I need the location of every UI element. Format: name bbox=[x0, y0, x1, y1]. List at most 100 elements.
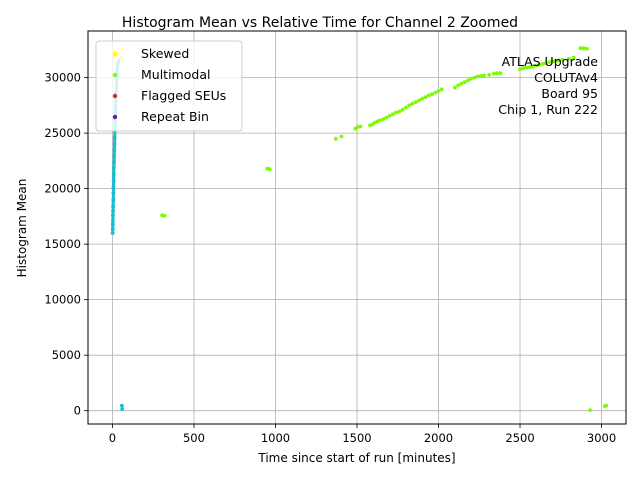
y-tick-label: 20000 bbox=[44, 182, 81, 196]
legend-label-multimodal: Multimodal bbox=[141, 67, 210, 82]
multimodal-point bbox=[531, 64, 535, 69]
multimodal-point bbox=[162, 213, 167, 218]
multimodal-point bbox=[521, 66, 526, 71]
cluster-point bbox=[111, 213, 115, 218]
cluster-point bbox=[111, 197, 116, 202]
x-tick-label: 3000 bbox=[587, 431, 616, 445]
legend-label-flagged-seus: Flagged SEUs bbox=[141, 88, 226, 103]
multimodal-point bbox=[459, 81, 464, 86]
legend: Skewed Multimodal Flagged SEUs Repeat Bi… bbox=[95, 40, 243, 132]
multimodal-point bbox=[472, 75, 477, 80]
y-tick-label: 15000 bbox=[44, 237, 81, 251]
y-tick-label: 5000 bbox=[52, 348, 81, 362]
multimodal-point bbox=[377, 118, 382, 123]
cluster-point bbox=[111, 204, 115, 209]
legend-marker-repeat-bin bbox=[112, 114, 118, 120]
multimodal-point bbox=[439, 87, 444, 92]
y-tick-label: 0 bbox=[74, 404, 81, 418]
x-tick-label: 0 bbox=[109, 431, 116, 445]
multimodal-point bbox=[436, 89, 441, 93]
multimodal-point bbox=[550, 59, 555, 64]
multimodal-point bbox=[518, 67, 522, 72]
annotation-line-4: Chip 1, Run 222 bbox=[498, 102, 598, 117]
multimodal-point bbox=[466, 78, 470, 83]
multimodal-point bbox=[469, 76, 473, 81]
multimodal-point bbox=[544, 61, 548, 66]
cluster-point bbox=[111, 179, 116, 183]
cluster-point bbox=[112, 154, 117, 159]
x-tick-label: 1500 bbox=[342, 431, 371, 445]
y-axis-ticks: 0 5000 10000 15000 20000 25000 30000 bbox=[44, 71, 88, 418]
multimodal-point bbox=[581, 46, 586, 51]
annotation-line-3: Board 95 bbox=[541, 86, 598, 101]
cluster-point bbox=[112, 147, 117, 152]
multimodal-point bbox=[333, 136, 338, 141]
cluster-point bbox=[120, 407, 125, 411]
y-tick-label: 30000 bbox=[44, 71, 81, 85]
legend-label-repeat-bin: Repeat Bin bbox=[141, 109, 209, 124]
multimodal-point bbox=[554, 59, 558, 63]
multimodal-point bbox=[426, 93, 431, 98]
multimodal-point bbox=[456, 83, 460, 88]
multimodal-point bbox=[479, 74, 483, 78]
cluster-point bbox=[112, 165, 116, 170]
multimodal-point bbox=[400, 107, 405, 112]
x-tick-label: 2000 bbox=[424, 431, 453, 445]
cluster-point bbox=[111, 218, 115, 223]
annotation-block: ATLAS Upgrade COLUTAv4 Board 95 Chip 1, … bbox=[498, 54, 598, 117]
multimodal-point bbox=[547, 60, 552, 64]
multimodal-point bbox=[487, 73, 491, 77]
annotation-line-2: COLUTAv4 bbox=[534, 70, 598, 85]
cluster-point bbox=[120, 403, 124, 408]
cluster-point bbox=[110, 231, 115, 236]
multimodal-point bbox=[492, 71, 496, 76]
multimodal-point bbox=[571, 55, 576, 60]
legend-marker-flagged-seus bbox=[112, 93, 118, 99]
multimodal-point bbox=[413, 100, 418, 104]
x-axis-label: Time since start of run [minutes] bbox=[257, 451, 455, 465]
y-axis-label: Histogram Mean bbox=[15, 179, 29, 278]
multimodal-point bbox=[433, 90, 438, 95]
cluster-point bbox=[110, 226, 115, 231]
y-tick-label: 10000 bbox=[44, 293, 81, 307]
multimodal-point bbox=[381, 117, 385, 122]
multimodal-point bbox=[567, 56, 571, 61]
multimodal-point bbox=[578, 46, 583, 51]
multimodal-point bbox=[430, 92, 434, 97]
grid-lines bbox=[88, 31, 626, 424]
x-tick-label: 1000 bbox=[261, 431, 290, 445]
multimodal-point bbox=[462, 80, 467, 84]
legend-marker-skewed bbox=[112, 51, 118, 57]
multimodal-point bbox=[339, 134, 344, 139]
multimodal-point bbox=[394, 110, 398, 115]
cluster-point bbox=[111, 185, 116, 190]
multimodal-point bbox=[397, 109, 402, 114]
cluster-point bbox=[112, 160, 116, 164]
multimodal-point bbox=[534, 63, 539, 68]
multimodal-point bbox=[417, 98, 421, 103]
multimodal-point bbox=[585, 46, 589, 51]
multimodal-point bbox=[475, 74, 480, 79]
legend-label-skewed: Skewed bbox=[141, 46, 189, 61]
multimodal-point bbox=[391, 112, 395, 117]
multimodal-point bbox=[588, 408, 592, 412]
multimodal-point bbox=[267, 167, 272, 172]
x-axis-ticks: 0 500 1000 1500 2000 2500 3000 bbox=[109, 424, 616, 445]
multimodal-point bbox=[524, 65, 529, 70]
multimodal-point bbox=[560, 58, 565, 62]
multimodal-point bbox=[537, 63, 542, 67]
annotation-line-1: ATLAS Upgrade bbox=[502, 54, 599, 69]
multimodal-point bbox=[557, 58, 562, 63]
multimodal-point bbox=[482, 73, 487, 78]
multimodal-point bbox=[404, 105, 408, 110]
multimodal-point bbox=[410, 101, 415, 106]
multimodal-point bbox=[495, 71, 500, 76]
cluster-point bbox=[111, 191, 116, 196]
multimodal-point bbox=[407, 103, 412, 108]
multimodal-point bbox=[527, 65, 532, 69]
cluster-point bbox=[110, 222, 115, 227]
multimodal-point bbox=[384, 115, 389, 120]
x-tick-label: 2500 bbox=[505, 431, 534, 445]
y-tick-label: 25000 bbox=[44, 126, 81, 140]
